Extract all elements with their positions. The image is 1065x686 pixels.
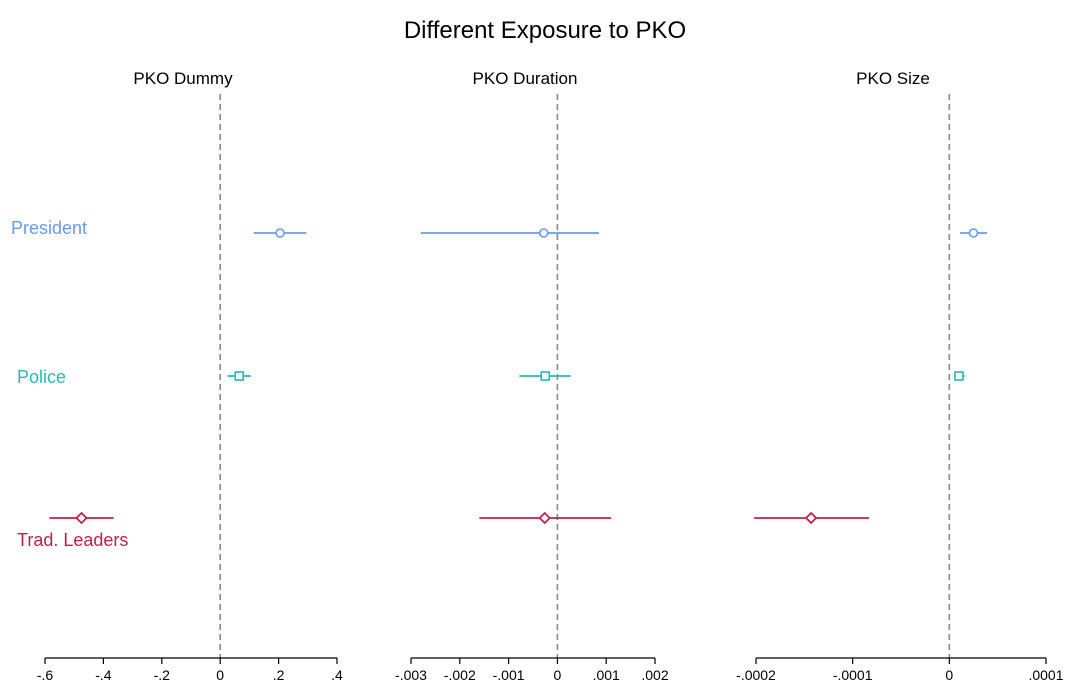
chart-title: Different Exposure to PKO: [404, 17, 686, 44]
x-tick-label: -.4: [95, 667, 112, 683]
point-estimate-police: [234, 371, 244, 381]
panel-subtitle: PKO Dummy: [133, 69, 233, 88]
x-tick-label: -.002: [444, 667, 476, 683]
panel-1: PKO Dummy -.6 -.4 -.2 0 .2 .4: [37, 69, 343, 683]
row-label-president: President: [11, 218, 87, 238]
panel-subtitle: PKO Duration: [473, 69, 578, 88]
x-tick-label: 0: [945, 667, 953, 683]
x-tick-label: .001: [593, 667, 620, 683]
point-estimate-trad-leaders: [538, 511, 551, 525]
row-label-police: Police: [17, 367, 66, 387]
panels: PKO Dummy -.6 -.4 -.2 0 .2 .4 PKO Duration -.003…: [37, 69, 1064, 683]
x-tick-label: -.6: [37, 667, 54, 683]
x-tick-label: 0: [216, 667, 224, 683]
panel-2: PKO Duration -.003 -.002 -.001 0 .001 .002: [395, 69, 669, 683]
x-tick-label: .0001: [1028, 667, 1063, 683]
panel-3: PKO Size -.0002 -.0001 0 .0001: [736, 69, 1064, 683]
x-tick-label: -.0002: [736, 667, 776, 683]
x-tick-label: .2: [273, 667, 285, 683]
x-tick-label: -.001: [493, 667, 525, 683]
x-tick-label: .4: [331, 667, 343, 683]
point-estimate-president: [968, 228, 979, 238]
x-tick-label: .002: [641, 667, 668, 683]
point-estimate-president: [538, 228, 549, 238]
x-tick-label: -.003: [395, 667, 427, 683]
x-tick-label: 0: [554, 667, 562, 683]
point-estimate-president: [275, 228, 285, 238]
row-label-trad-leaders: Trad. Leaders: [17, 530, 128, 550]
x-tick-label: -.0001: [833, 667, 873, 683]
point-estimate-police: [954, 371, 964, 381]
panel-subtitle: PKO Size: [856, 69, 930, 88]
point-estimate-trad-leaders: [75, 511, 88, 525]
x-tick-label: -.2: [154, 667, 171, 683]
point-estimate-trad-leaders: [804, 511, 818, 525]
point-estimate-police: [540, 371, 551, 381]
